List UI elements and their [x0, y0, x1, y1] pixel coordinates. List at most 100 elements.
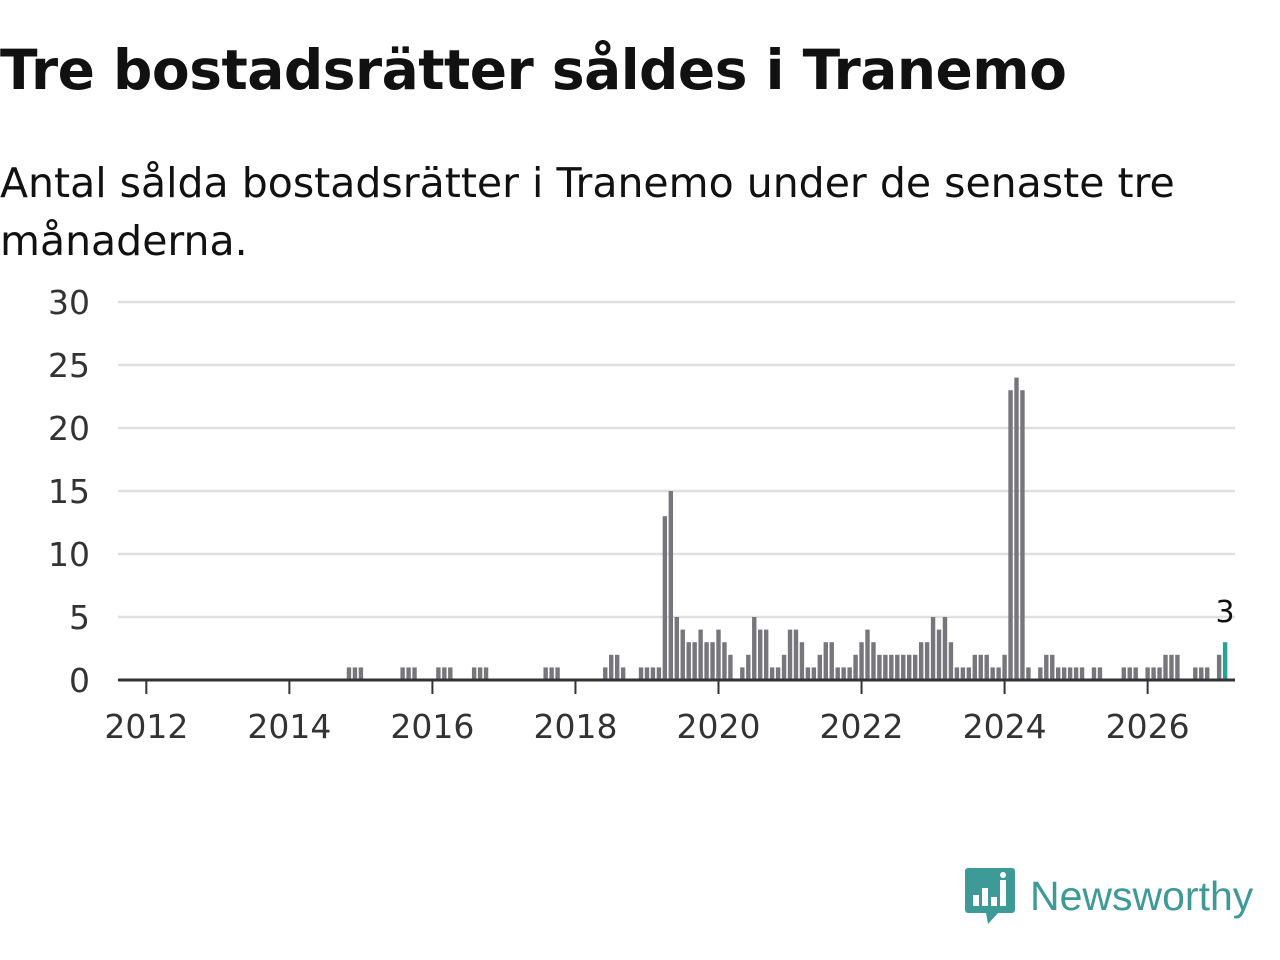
x-tick-label: 2022 [820, 707, 904, 746]
newsworthy-brand: Newsworthy [964, 866, 1253, 926]
x-tick-label: 2016 [390, 707, 474, 746]
bar [442, 667, 447, 680]
bar [644, 667, 650, 680]
x-tick-label: 2018 [533, 707, 617, 746]
bar [483, 667, 489, 680]
data-label-latest: 3 [1216, 595, 1235, 630]
x-tick-label: 2026 [1106, 707, 1190, 746]
bar [352, 667, 358, 680]
bar [609, 654, 614, 680]
bar [984, 654, 989, 680]
data-labels: 3 [1216, 595, 1235, 630]
bar [1097, 667, 1103, 680]
bar [752, 617, 757, 680]
bar [722, 642, 727, 680]
bar [650, 667, 656, 680]
bar [471, 667, 477, 680]
bar [1044, 654, 1049, 680]
bar [1008, 390, 1013, 680]
bar [620, 667, 626, 680]
bar [841, 667, 846, 680]
bar [769, 667, 775, 680]
bar [1199, 667, 1204, 680]
bar [1169, 654, 1174, 680]
newsworthy-logo-icon [965, 868, 1015, 924]
bar [1216, 654, 1222, 680]
bar [948, 642, 954, 680]
y-tick-label: 20 [48, 409, 90, 448]
bar [871, 642, 876, 680]
bar [346, 667, 352, 680]
bar [555, 667, 560, 680]
x-axis: 2012 2014 2016 2018 2020 2022 2024 2026 [104, 678, 1235, 746]
bar [1002, 654, 1007, 680]
bar [549, 667, 554, 680]
bar [889, 654, 894, 680]
bar [1038, 667, 1043, 680]
bar [1091, 667, 1097, 680]
bar [1026, 667, 1031, 680]
gridlines [118, 300, 1235, 619]
bar [614, 654, 620, 680]
bar [603, 667, 608, 680]
x-tick-label: 2020 [677, 707, 761, 746]
bar-chart: 0 5 10 15 20 25 30 2012 2014 2016 2018 2020 2022 202… [48, 283, 1235, 746]
bar [1061, 667, 1067, 680]
chart-subtitle: Antal sålda bostadsrätter i Tranemo unde… [0, 159, 1175, 265]
bar [477, 667, 483, 680]
bar [936, 629, 942, 680]
bar [680, 629, 685, 680]
bar [1163, 654, 1168, 680]
bar [907, 654, 912, 680]
bar [954, 667, 960, 680]
bar [638, 667, 644, 680]
bar [823, 642, 828, 680]
bar [924, 642, 930, 680]
y-tick-label: 25 [48, 346, 90, 385]
bar [436, 667, 441, 680]
bar [1175, 654, 1180, 680]
y-tick-label: 0 [69, 661, 90, 700]
bar [847, 667, 852, 680]
bar [763, 629, 769, 680]
bar [740, 667, 745, 680]
bar [811, 667, 817, 680]
bar [704, 642, 709, 680]
x-tick-label: 2012 [104, 707, 188, 746]
bar [781, 654, 787, 680]
bar [1151, 667, 1156, 680]
bar [912, 654, 918, 680]
x-tick-label: 2024 [963, 707, 1047, 746]
bar [942, 617, 948, 680]
bar [406, 667, 411, 680]
bar [996, 667, 1001, 680]
bar [400, 667, 405, 680]
brand-name: Newsworthy [1030, 872, 1254, 919]
bar [883, 654, 888, 680]
bar [716, 629, 721, 680]
bar [448, 667, 453, 680]
bar [1014, 377, 1019, 680]
bar [787, 629, 793, 680]
bar [829, 642, 834, 680]
bar [793, 629, 799, 680]
bar [978, 654, 983, 680]
bar [1050, 654, 1055, 680]
bar [775, 667, 781, 680]
bar [358, 667, 364, 680]
bar [1067, 667, 1073, 680]
y-tick-label: 5 [69, 598, 90, 637]
bar [1073, 667, 1079, 680]
bar [877, 654, 882, 680]
bar [686, 642, 691, 680]
bar [835, 667, 840, 680]
bar [543, 667, 548, 680]
bar [662, 516, 668, 680]
x-tick-label: 2014 [247, 707, 331, 746]
bar-highlight [1222, 642, 1228, 680]
bar [728, 654, 733, 680]
y-axis-ticks: 0 5 10 15 20 25 30 [48, 283, 90, 700]
bar [1205, 667, 1210, 680]
y-tick-label: 10 [48, 535, 90, 574]
bar [698, 629, 703, 680]
